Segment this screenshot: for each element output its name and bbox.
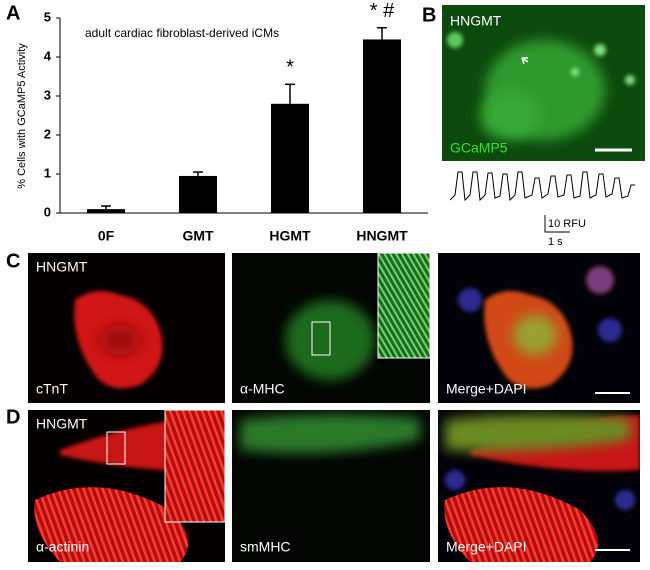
bar	[179, 175, 217, 213]
bar	[87, 209, 125, 213]
stain-label: α-actinin	[36, 539, 89, 555]
panel-label: D	[6, 406, 20, 428]
micrograph	[28, 253, 225, 403]
x-tick-label: HGMT	[269, 228, 311, 244]
x-tick-label: GMT	[182, 228, 214, 244]
arrow	[521, 57, 529, 65]
micrograph	[28, 410, 225, 562]
panel-b: B HNGMT GCaMP5 10 RFU 1 s	[422, 4, 645, 248]
y-tick-label: 2	[44, 126, 51, 141]
y-tick-label: 1	[44, 165, 51, 180]
y-tick-label: 3	[44, 87, 51, 102]
scale-label: 10 RFU	[548, 218, 586, 230]
x-tick-label: HNGMT	[356, 228, 408, 244]
significance-label: *	[286, 57, 294, 79]
stain-label: smMHC	[240, 539, 291, 555]
panel-label: C	[6, 250, 20, 272]
sample-label: HNGMT	[450, 13, 502, 29]
stain-label: α-MHC	[240, 381, 285, 397]
micrograph	[232, 410, 430, 562]
micrograph	[442, 5, 645, 161]
y-tick-label: 4	[44, 48, 52, 63]
y-axis-label: % Cells with GCaMP5 Activity	[16, 43, 28, 189]
calcium-trace	[449, 171, 635, 202]
sample-label: HNGMT	[36, 416, 88, 432]
panel-c: C HNGMT cTnT α-MHC Merge+DAPI	[6, 250, 640, 403]
stain-label: Merge+DAPI	[446, 381, 527, 397]
scale-bar	[544, 215, 570, 233]
scale-label: 1 s	[548, 236, 563, 248]
sample-label: HNGMT	[36, 259, 88, 275]
bar-chart: A adult cardiac fibroblast-derived iCMs …	[6, 0, 428, 244]
panel-label: A	[6, 2, 20, 24]
stain-label: cTnT	[36, 381, 68, 397]
micrograph	[438, 410, 640, 562]
significance-label: * #	[370, 0, 395, 22]
panel-label: B	[422, 4, 436, 26]
x-tick-label: 0F	[98, 228, 115, 244]
bar	[363, 39, 401, 214]
micrograph	[438, 253, 640, 403]
y-tick-label: 0	[44, 204, 51, 219]
y-tick-label: 5	[44, 9, 51, 24]
stain-label: GCaMP5	[450, 140, 508, 156]
panel-d: D HNGMT α-actinin smMHC Merge+DAPI	[6, 406, 640, 562]
bar	[271, 103, 309, 213]
stain-label: Merge+DAPI	[446, 539, 527, 555]
chart-title: adult cardiac fibroblast-derived iCMs	[85, 26, 279, 40]
micrograph	[232, 253, 430, 403]
